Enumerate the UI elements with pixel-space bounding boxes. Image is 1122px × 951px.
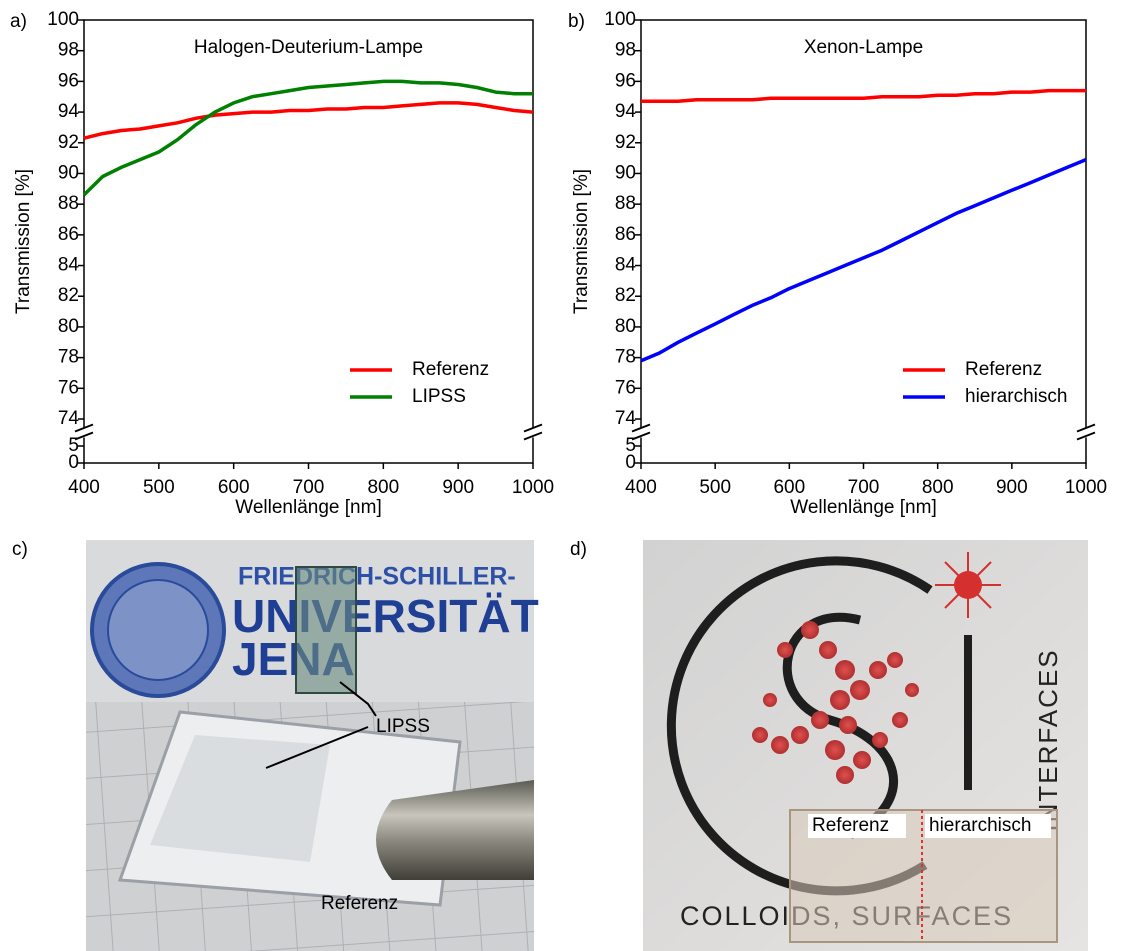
panel-label: d) [570, 539, 587, 560]
x-tick-label: 400 [68, 477, 100, 498]
x-tick-label: 600 [773, 477, 805, 498]
x-tick-label: 400 [625, 477, 657, 498]
photo-label: Referenz [321, 893, 398, 914]
y-tick-label: 82 [615, 285, 636, 306]
y-tick-label: 84 [58, 255, 80, 276]
annotation: Xenon-Lampe [804, 37, 923, 58]
photo-d: d) INTERFACES COLLOIDS, SURFACES Referen… [570, 539, 1088, 951]
y-tick-label: 78 [615, 347, 636, 368]
series-line [84, 81, 533, 194]
y-tick-label: 80 [615, 316, 636, 337]
figure: c) FRIEDRICH-SCHILLER- UNIVERSITÄT JENA … [0, 0, 1122, 951]
y-tick-label: 80 [58, 316, 79, 337]
y-tick-label: 90 [58, 162, 79, 183]
y-tick-label: 94 [615, 101, 637, 122]
y-axis-title: Transmission [%] [13, 169, 34, 314]
x-axis-title: Wellenlänge [nm] [790, 497, 936, 518]
x-tick-label: 600 [218, 477, 250, 498]
y-tick-label: 98 [58, 40, 79, 61]
y-tick-label: 88 [615, 193, 636, 214]
legend-label: Referenz [412, 359, 489, 380]
x-tick-label: 900 [442, 477, 474, 498]
x-tick-label: 1000 [512, 477, 554, 498]
lipss-sample [296, 567, 356, 693]
x-tick-label: 500 [143, 477, 175, 498]
y-tick-label: 96 [615, 70, 636, 91]
y-tick-label: 86 [58, 224, 79, 245]
panel-label: c) [12, 539, 28, 560]
y-tick-label: 74 [58, 408, 80, 429]
photo-label: LIPSS [376, 716, 430, 737]
y-tick-label: 92 [58, 132, 79, 153]
x-tick-label: 800 [922, 477, 954, 498]
y-tick-label: 76 [58, 377, 79, 398]
y-tick-label: 90 [615, 162, 636, 183]
y-tick-label: 100 [604, 9, 636, 30]
legend-label: LIPSS [412, 386, 466, 407]
series-line [641, 160, 1086, 361]
y-tick-label: 88 [58, 193, 79, 214]
x-tick-label: 800 [367, 477, 399, 498]
x-tick-label: 1000 [1065, 477, 1107, 498]
x-tick-label: 900 [996, 477, 1028, 498]
x-tick-label: 500 [699, 477, 731, 498]
logo-line: FRIEDRICH-SCHILLER- [238, 563, 516, 591]
legend-label: hierarchisch [965, 386, 1067, 407]
photo-label: hierarchisch [929, 815, 1031, 836]
y-tick-label: 86 [615, 224, 636, 245]
series-line [84, 103, 533, 138]
logo-vertical: INTERFACES [1033, 648, 1063, 831]
legend-label: Referenz [965, 359, 1042, 380]
photo-c: c) FRIEDRICH-SCHILLER- UNIVERSITÄT JENA … [12, 539, 539, 951]
panel-label: b) [568, 11, 585, 32]
y-tick-label: 92 [615, 132, 636, 153]
seal-inner [108, 580, 208, 680]
y-tick-label: 96 [58, 70, 79, 91]
y-tick-label: 84 [615, 255, 637, 276]
panel-label: a) [10, 11, 27, 32]
series-line [641, 91, 1086, 102]
y-tick-label: 100 [47, 9, 79, 30]
y-tick-label: 82 [58, 285, 79, 306]
y-tick-label: 78 [58, 347, 79, 368]
y-tick-label: 76 [615, 377, 636, 398]
y-axis-title: Transmission [%] [571, 169, 592, 314]
x-tick-label: 700 [848, 477, 880, 498]
annotation: Halogen-Deuterium-Lampe [194, 37, 423, 58]
y-tick-label: 74 [615, 408, 637, 429]
y-tick-label: 94 [58, 101, 80, 122]
x-axis-title: Wellenlänge [nm] [235, 497, 381, 518]
photo-label: Referenz [812, 815, 889, 836]
y-tick-label: 98 [615, 40, 636, 61]
x-tick-label: 700 [293, 477, 325, 498]
